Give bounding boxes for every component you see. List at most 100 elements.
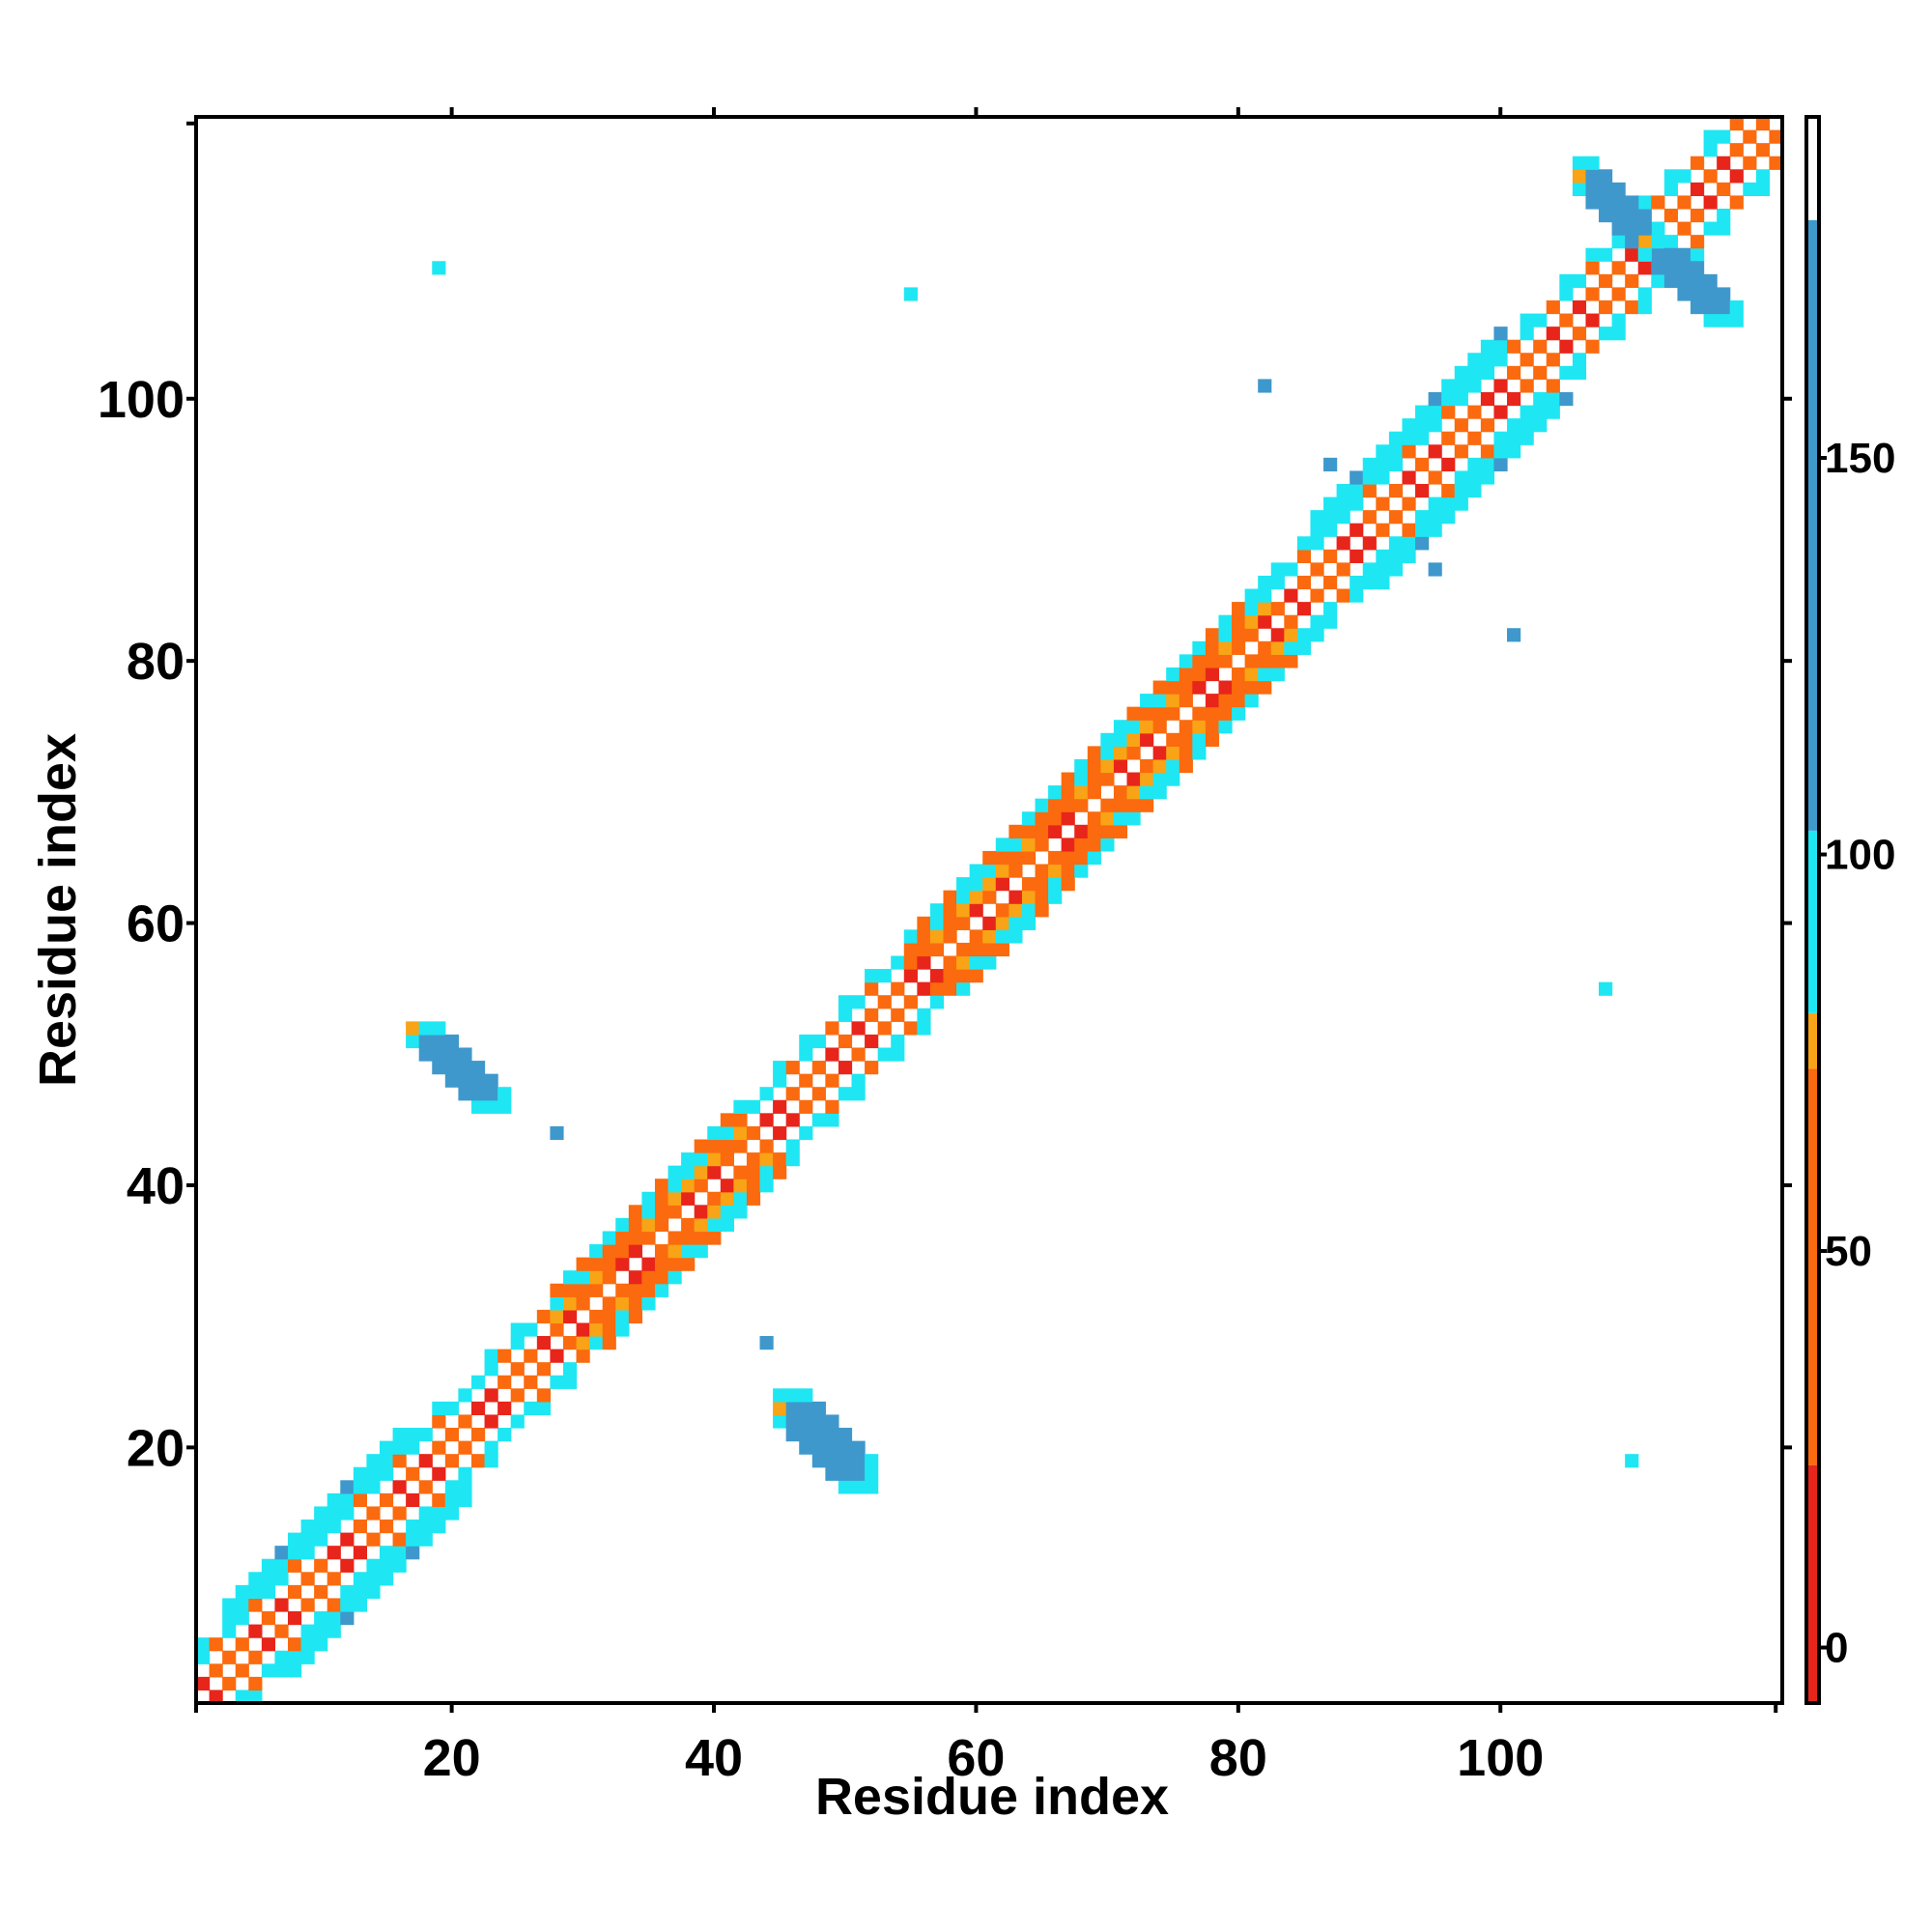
heatmap-cell	[628, 1231, 642, 1245]
heatmap-cell	[1035, 824, 1049, 838]
heatmap-cell	[497, 1099, 512, 1114]
heatmap-cell	[1559, 391, 1574, 407]
heatmap-cell	[785, 1152, 800, 1167]
heatmap-cell	[1074, 838, 1089, 852]
heatmap-cell	[1388, 536, 1404, 551]
heatmap-cell	[1310, 614, 1324, 629]
heatmap-cell	[1625, 247, 1639, 262]
heatmap-cell	[1402, 470, 1416, 485]
heatmap-cell	[458, 1414, 472, 1429]
heatmap-cell	[1362, 575, 1377, 590]
heatmap-cell	[641, 1296, 656, 1311]
heatmap-cell	[1048, 864, 1063, 878]
heatmap-cell	[497, 1428, 512, 1442]
heatmap-cell	[274, 1572, 289, 1586]
heatmap-cell	[209, 1690, 223, 1704]
heatmap-cell	[444, 1061, 459, 1075]
heatmap-cell	[628, 1296, 642, 1311]
heatmap-cell	[1376, 549, 1390, 563]
heatmap-cell	[1467, 470, 1482, 485]
heatmap-cell	[1232, 680, 1246, 695]
heatmap-cell	[1717, 299, 1731, 315]
heatmap-cell	[903, 995, 918, 1009]
heatmap-cell	[1232, 667, 1246, 682]
heatmap-cell	[1113, 785, 1128, 800]
heatmap-cell	[1467, 483, 1482, 498]
heatmap-cell	[929, 942, 945, 957]
heatmap-cell	[1690, 287, 1705, 301]
heatmap-cell	[773, 1165, 787, 1179]
heatmap-cell	[353, 1520, 368, 1534]
heatmap-cell	[1625, 273, 1639, 289]
heatmap-cell	[1415, 510, 1430, 525]
heatmap-cell	[615, 1283, 630, 1297]
heatmap-cell	[1021, 890, 1037, 904]
heatmap-cell	[1533, 391, 1548, 407]
heatmap-cell	[628, 1205, 642, 1219]
heatmap-cell	[222, 1624, 237, 1638]
heatmap-cell	[1388, 431, 1404, 445]
heatmap-cell	[1061, 850, 1075, 866]
heatmap-cell	[1729, 313, 1744, 327]
heatmap-cell	[1310, 523, 1324, 537]
heatmap-cell	[432, 1466, 446, 1481]
colorbar: 0 50 100 150	[1804, 115, 1895, 1705]
heatmap-cell	[1415, 418, 1430, 433]
heatmap-cell	[825, 1440, 839, 1455]
heatmap-cell	[995, 877, 1009, 892]
colorbar-band	[1806, 830, 1819, 1013]
heatmap-cell	[1454, 483, 1468, 498]
colorbar-frame	[1804, 115, 1821, 1705]
heatmap-cell	[1729, 117, 1744, 131]
heatmap-cell	[785, 1087, 800, 1101]
heatmap-cell	[982, 877, 997, 892]
heatmap-cell	[418, 1506, 433, 1520]
heatmap-cell	[550, 1375, 564, 1389]
heatmap-cell	[1729, 143, 1744, 157]
heatmap-cell	[1087, 758, 1101, 774]
heatmap-cell	[641, 1217, 656, 1233]
heatmap-cell	[943, 890, 957, 904]
heatmap-cell	[562, 1309, 578, 1324]
heatmap-cell	[654, 1270, 669, 1285]
heatmap-cell	[1546, 379, 1560, 393]
heatmap-cell	[825, 1099, 839, 1114]
heatmap-cell	[995, 850, 1009, 866]
heatmap-cell	[799, 1125, 813, 1141]
heatmap-cell	[1376, 470, 1390, 485]
heatmap-cell	[1192, 746, 1207, 760]
heatmap-cell	[274, 1663, 289, 1678]
heatmap-cell	[1402, 444, 1416, 459]
heatmap-cell	[694, 1217, 708, 1233]
heatmap-cell	[877, 1021, 892, 1036]
heatmap-cell	[891, 955, 905, 970]
heatmap-cell	[287, 1611, 302, 1626]
heatmap-cell	[1585, 313, 1600, 327]
heatmap-cell	[248, 1572, 263, 1586]
heatmap-cell	[576, 1336, 590, 1350]
heatmap-cell	[353, 1572, 368, 1586]
heatmap-cell	[1258, 588, 1272, 603]
heatmap-cell	[1126, 785, 1141, 800]
heatmap-cell	[1755, 182, 1771, 197]
heatmap-cell	[366, 1572, 381, 1586]
heatmap-cell	[1152, 720, 1167, 734]
heatmap-cell	[497, 1349, 512, 1363]
heatmap-cell	[1284, 562, 1298, 577]
heatmap-cell	[1559, 273, 1574, 289]
heatmap-cell	[1441, 391, 1456, 407]
heatmap-cell	[314, 1584, 328, 1600]
heatmap-cell	[785, 1414, 800, 1429]
heatmap-cell	[340, 1532, 355, 1547]
heatmap-cell	[773, 1414, 787, 1429]
heatmap-cell	[1336, 588, 1350, 603]
heatmap-cell	[1284, 588, 1298, 603]
heatmap-cell	[1572, 299, 1587, 315]
heatmap-cell	[1270, 667, 1285, 682]
heatmap-cell	[379, 1558, 394, 1573]
heatmap-cell	[811, 1428, 826, 1442]
heatmap-cell	[773, 1401, 787, 1416]
heatmap-cell	[1690, 261, 1705, 275]
heatmap-cell	[969, 903, 983, 918]
heatmap-cell	[1048, 798, 1063, 812]
